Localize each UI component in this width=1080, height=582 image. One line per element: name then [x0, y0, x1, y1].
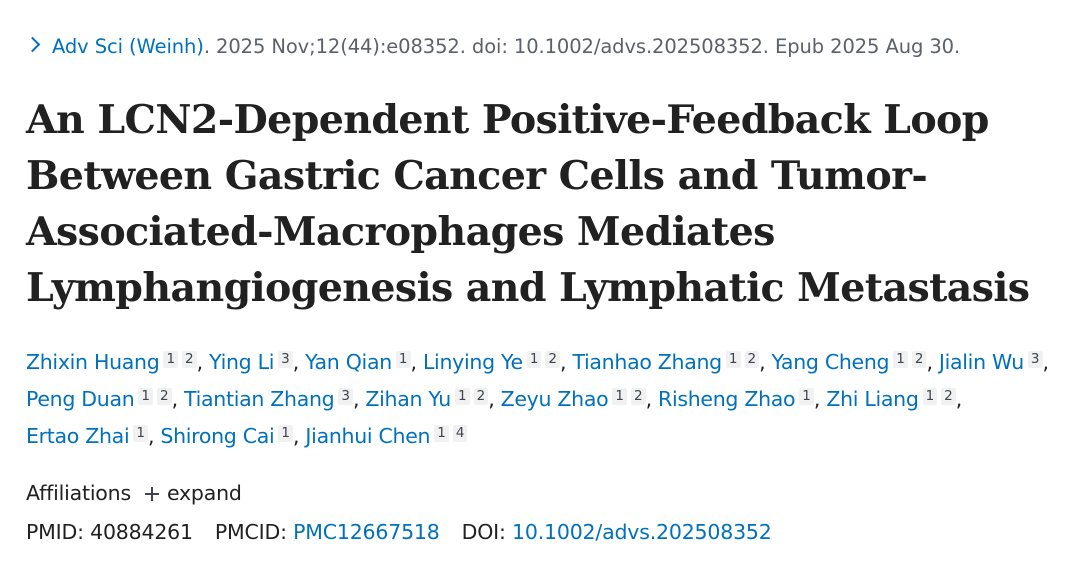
author-name-link[interactable]: Tianhao Zhang: [572, 350, 722, 374]
author: Yang Cheng 1 2,: [771, 350, 933, 374]
pmid-value: 40884261: [90, 520, 193, 544]
author-name-link[interactable]: Peng Duan: [26, 387, 135, 411]
affiliation-badge[interactable]: 1: [725, 351, 741, 368]
pmid: PMID: 40884261: [26, 520, 193, 544]
affiliation-badge[interactable]: 1: [922, 388, 938, 405]
author: Zhixin Huang 1 2,: [26, 350, 203, 374]
affiliation-badge[interactable]: 4: [452, 425, 468, 442]
author: Ying Li 3,: [209, 350, 299, 374]
affiliation-badge[interactable]: 1: [893, 351, 908, 368]
author-name-link[interactable]: Zhixin Huang: [26, 350, 160, 374]
author-name-link[interactable]: Ying Li: [209, 350, 275, 374]
author: Linying Ye 1 2,: [422, 350, 567, 374]
author: Risheng Zhao 1,: [658, 387, 821, 411]
author-name-link[interactable]: Jialin Wu: [938, 350, 1024, 374]
author-name-link[interactable]: Yang Cheng: [771, 350, 890, 374]
author: Ertao Zhai 1,: [26, 424, 155, 448]
author-name-link[interactable]: Ertao Zhai: [26, 424, 130, 448]
author-name-link[interactable]: Shirong Cai: [160, 424, 275, 448]
journal-link[interactable]: Adv Sci (Weinh): [52, 35, 204, 58]
author-name-link[interactable]: Risheng Zhao: [658, 387, 796, 411]
affiliation-badge[interactable]: 1: [138, 388, 153, 405]
author: Zihan Yu 1 2,: [365, 387, 495, 411]
affiliation-badge[interactable]: 2: [941, 388, 956, 405]
affiliation-badge[interactable]: 1: [163, 351, 179, 368]
doi: DOI: 10.1002/advs.202508352: [462, 520, 772, 544]
author-name-link[interactable]: Tiantian Zhang: [184, 387, 335, 411]
article-title: An LCN2-Dependent Positive-Feedback Loop…: [26, 97, 1030, 311]
affiliation-badge[interactable]: 1: [612, 388, 627, 405]
authors-list: Zhixin Huang 1 2, Ying Li 3, Yan Qian 1, Lin…: [26, 344, 1066, 455]
affiliation-badge[interactable]: 2: [911, 351, 927, 368]
affiliation-badge[interactable]: 1: [395, 351, 411, 368]
doi-label: DOI:: [461, 520, 506, 544]
affiliation-badge[interactable]: 1: [278, 425, 293, 442]
author-name-link[interactable]: Jianhui Chen: [305, 424, 431, 448]
chevron-right-icon[interactable]: [24, 36, 41, 53]
plus-icon: [144, 487, 159, 501]
affiliation-badge[interactable]: 2: [630, 388, 646, 405]
citation-line: Adv Sci (Weinh). 2025 Nov;12(44):e08352.…: [24, 33, 961, 61]
author-name-link[interactable]: Zihan Yu: [365, 387, 451, 411]
affiliation-badge[interactable]: 2: [182, 351, 197, 368]
author: Tianhao Zhang 1 2,: [572, 350, 766, 374]
author: Peng Duan 1 2,: [26, 387, 178, 411]
author: Zeyu Zhao 1 2,: [500, 387, 652, 411]
affiliations-label: Affiliations: [26, 481, 131, 505]
author: Zhi Liang 1 2,: [826, 387, 962, 411]
affiliations-expand-button[interactable]: expand: [144, 481, 242, 505]
author-name-link[interactable]: Zhi Liang: [826, 387, 919, 411]
affiliation-badge[interactable]: 3: [338, 388, 353, 405]
affiliation-badge[interactable]: 1: [133, 425, 148, 442]
pmcid: PMCID: PMC12667518: [215, 520, 440, 544]
affiliation-badge[interactable]: 1: [799, 388, 814, 405]
affiliation-badge[interactable]: 3: [278, 351, 293, 368]
affiliation-badge[interactable]: 1: [434, 425, 449, 442]
article-identifiers: PMID: 40884261 PMCID: PMC12667518 DOI: 10.…: [26, 517, 794, 547]
affiliation-badge[interactable]: 2: [545, 351, 560, 368]
expand-label: expand: [166, 481, 242, 505]
author: Yan Qian 1,: [305, 350, 417, 374]
pmid-label: PMID:: [26, 520, 84, 544]
author: Tiantian Zhang 3,: [184, 387, 360, 411]
author-name-link[interactable]: Linying Ye: [422, 350, 523, 374]
citation-details: . 2025 Nov;12(44):e08352. doi: 10.1002/a…: [203, 35, 961, 58]
author: Jialin Wu 3,: [938, 350, 1049, 374]
doi-link[interactable]: 10.1002/advs.202508352: [512, 520, 772, 544]
affiliation-badge[interactable]: 1: [455, 388, 470, 405]
affiliation-badge[interactable]: 2: [473, 388, 489, 405]
affiliations-section: Affiliations expand: [26, 478, 242, 508]
author-name-link[interactable]: Yan Qian: [305, 350, 392, 374]
pmcid-link[interactable]: PMC12667518: [293, 520, 440, 544]
pmcid-label: PMCID:: [214, 520, 287, 544]
affiliation-badge[interactable]: 2: [744, 351, 760, 368]
author-name-link[interactable]: Zeyu Zhao: [500, 387, 609, 411]
affiliation-badge[interactable]: 3: [1027, 351, 1043, 368]
affiliation-badge[interactable]: 1: [526, 351, 542, 368]
author: Jianhui Chen 1 4: [305, 424, 468, 448]
affiliation-badge[interactable]: 2: [157, 388, 172, 405]
author: Shirong Cai 1,: [160, 424, 300, 448]
